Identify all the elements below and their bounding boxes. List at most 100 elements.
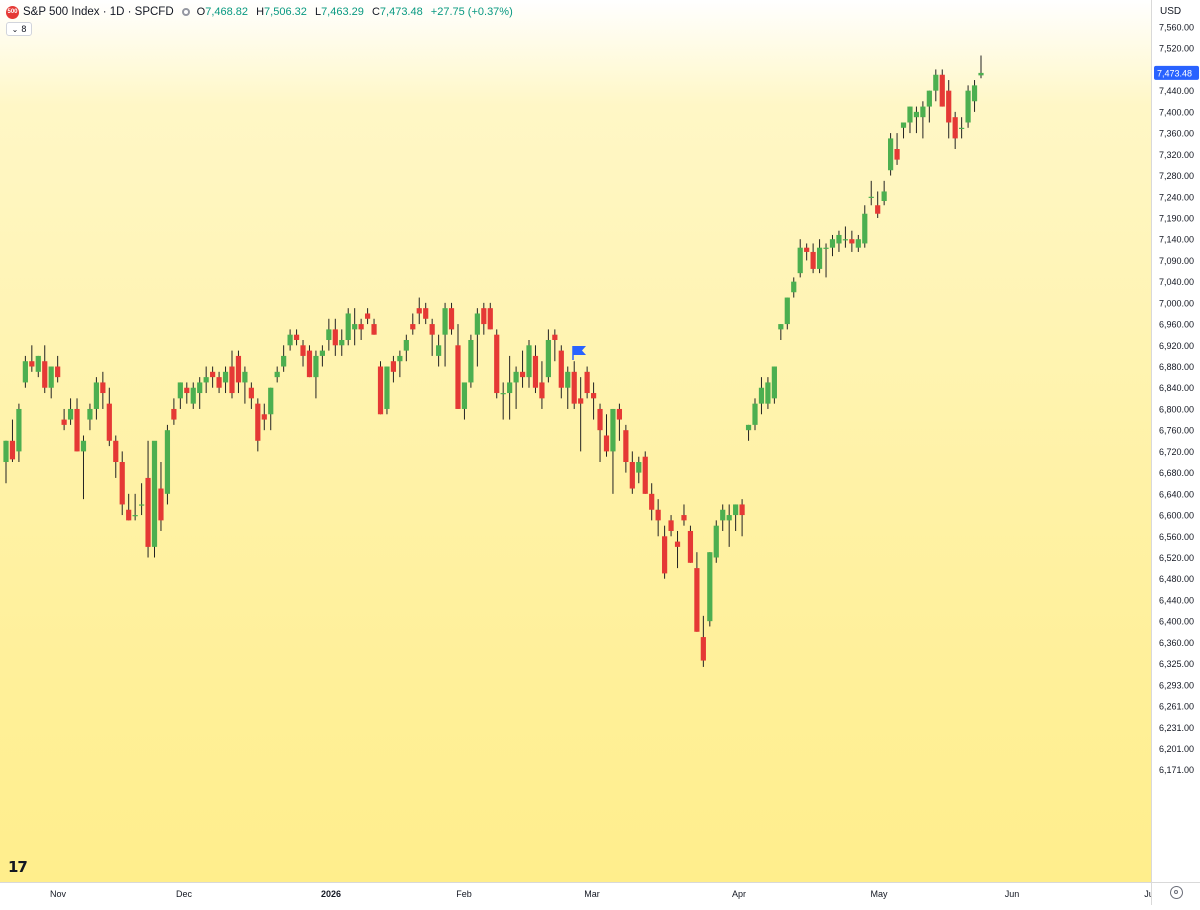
candle-body[interactable] — [784, 297, 790, 325]
candle-body[interactable] — [261, 414, 267, 420]
indicators-collapse-button[interactable]: ⌄ 8 — [6, 22, 32, 36]
candle-body[interactable] — [855, 239, 861, 248]
candle-body[interactable] — [216, 377, 222, 388]
candle-body[interactable] — [571, 371, 577, 404]
candle-body[interactable] — [584, 371, 590, 394]
candle-body[interactable] — [791, 281, 797, 293]
candle-body[interactable] — [151, 440, 158, 547]
candle-body[interactable] — [293, 334, 300, 340]
candle-body[interactable] — [448, 308, 455, 330]
candle-body[interactable] — [842, 239, 849, 241]
candle-body[interactable] — [597, 408, 603, 431]
candle-body[interactable] — [797, 247, 803, 274]
candle-body[interactable] — [119, 462, 125, 505]
candle-body[interactable] — [274, 371, 280, 378]
candle-body[interactable] — [513, 371, 519, 383]
candle-body[interactable] — [197, 382, 203, 394]
candle-body[interactable] — [532, 355, 539, 388]
candle-body[interactable] — [939, 74, 945, 107]
candle-body[interactable] — [959, 127, 965, 129]
candle-body[interactable] — [177, 382, 183, 399]
candle-body[interactable] — [100, 382, 106, 394]
candle-body[interactable] — [662, 536, 668, 574]
candle-body[interactable] — [87, 408, 93, 420]
candle-body[interactable] — [888, 138, 894, 171]
candle-body[interactable] — [552, 334, 558, 340]
candle-body[interactable] — [681, 515, 687, 521]
candle-body[interactable] — [823, 247, 829, 249]
price-chart[interactable] — [0, 0, 1151, 882]
candle-body[interactable] — [339, 339, 345, 346]
candle-body[interactable] — [642, 456, 648, 494]
candle-body[interactable] — [3, 440, 9, 463]
candle-body[interactable] — [384, 366, 390, 409]
candle-body[interactable] — [164, 430, 171, 494]
candle-body[interactable] — [920, 106, 926, 118]
candle-body[interactable] — [35, 355, 41, 372]
candle-body[interactable] — [752, 403, 758, 425]
candle-body[interactable] — [203, 377, 209, 383]
candle-body[interactable] — [371, 324, 377, 335]
candle-body[interactable] — [668, 520, 674, 531]
candle-body[interactable] — [933, 74, 939, 91]
candle-body[interactable] — [558, 350, 564, 388]
candle-body[interactable] — [474, 313, 480, 335]
candle-body[interactable] — [171, 408, 177, 420]
candle-body[interactable] — [268, 387, 274, 415]
candle-body[interactable] — [526, 345, 532, 378]
candle-body[interactable] — [623, 430, 629, 463]
candle-body[interactable] — [519, 371, 526, 378]
candle-body[interactable] — [242, 371, 248, 383]
candle-body[interactable] — [410, 324, 416, 330]
candle-body[interactable] — [403, 339, 409, 351]
candle-body[interactable] — [881, 191, 887, 202]
candle-body[interactable] — [481, 308, 487, 325]
candle-body[interactable] — [61, 419, 67, 425]
candle-body[interactable] — [539, 382, 545, 399]
candle-body[interactable] — [965, 90, 971, 123]
candle-body[interactable] — [494, 334, 500, 394]
candle-body[interactable] — [222, 371, 229, 383]
candle-body[interactable] — [352, 324, 358, 330]
candle-body[interactable] — [229, 366, 235, 394]
candle-body[interactable] — [255, 403, 261, 441]
candle-body[interactable] — [694, 568, 700, 632]
candle-body[interactable] — [22, 361, 28, 383]
candle-body[interactable] — [74, 408, 80, 452]
candle-body[interactable] — [132, 515, 138, 517]
candle-body[interactable] — [726, 515, 732, 521]
candle-body[interactable] — [313, 355, 319, 378]
candle-body[interactable] — [113, 440, 119, 463]
candle-body[interactable] — [507, 382, 513, 394]
candle-body[interactable] — [390, 361, 397, 372]
candle-body[interactable] — [455, 345, 461, 409]
candle-body[interactable] — [875, 205, 881, 214]
market-status-icon[interactable] — [181, 8, 190, 16]
candle-body[interactable] — [248, 387, 254, 399]
candle-body[interactable] — [332, 329, 338, 346]
candle-body[interactable] — [300, 345, 306, 356]
candle-body[interactable] — [80, 440, 87, 452]
tradingview-logo[interactable]: 17 — [8, 858, 28, 876]
candle-body[interactable] — [771, 366, 777, 399]
candle-body[interactable] — [907, 106, 913, 123]
candle-body[interactable] — [145, 477, 151, 547]
candle-body[interactable] — [733, 504, 739, 516]
time-axis[interactable]: Nov Dec 2026 Feb Mar Apr May Jun Jul — [0, 882, 1156, 905]
candle-body[interactable] — [765, 382, 771, 404]
candle-body[interactable] — [629, 462, 635, 489]
candle-body[interactable] — [778, 324, 784, 330]
symbol-title[interactable]: S&P 500 Index · 1D · SPCFD — [23, 6, 174, 18]
candle-body[interactable] — [862, 213, 868, 244]
candle-body[interactable] — [306, 350, 313, 378]
chart-area[interactable] — [0, 0, 1151, 882]
candle-body[interactable] — [816, 247, 823, 269]
candle-body[interactable] — [287, 334, 293, 346]
candle-body[interactable] — [319, 350, 325, 356]
candle-body[interactable] — [326, 329, 332, 340]
candle-body[interactable] — [423, 308, 429, 319]
candle-body[interactable] — [487, 308, 493, 330]
candle-body[interactable] — [138, 504, 145, 506]
candle-body[interactable] — [545, 339, 551, 378]
candle-body[interactable] — [93, 382, 99, 409]
